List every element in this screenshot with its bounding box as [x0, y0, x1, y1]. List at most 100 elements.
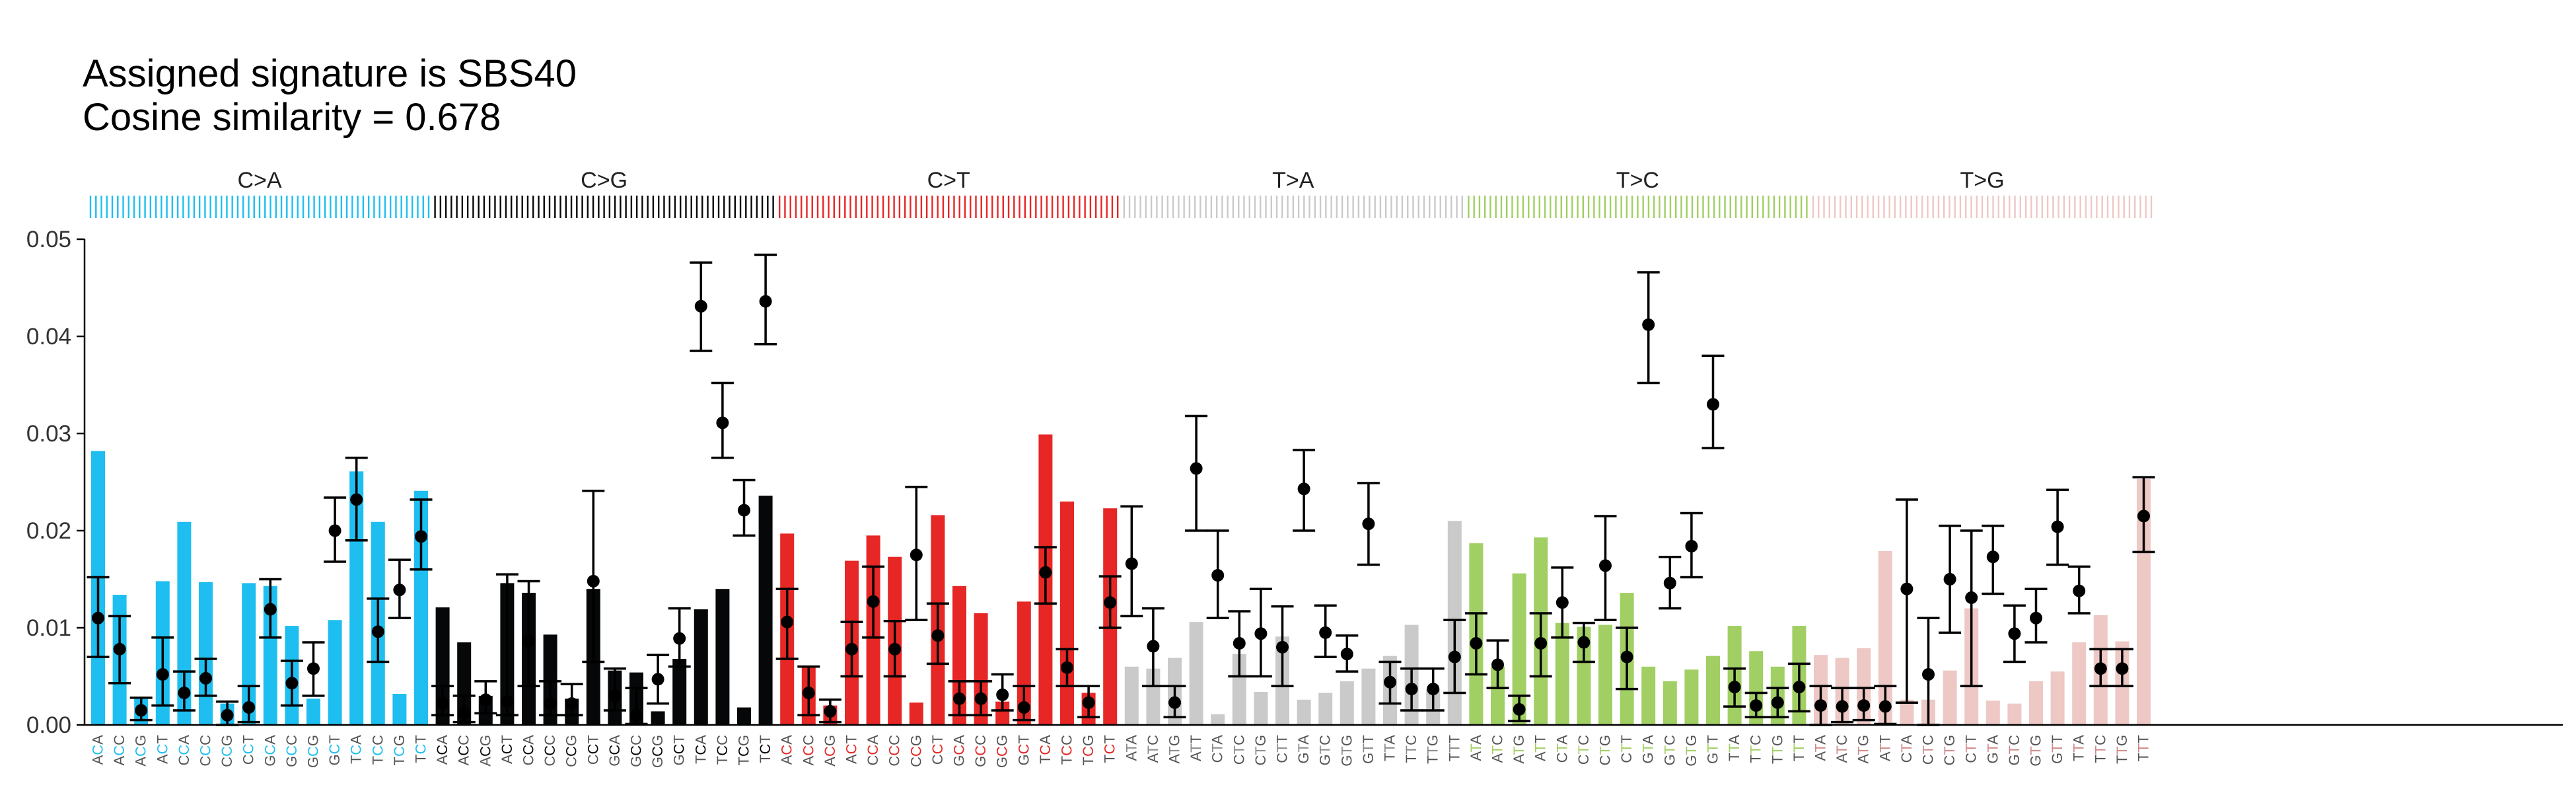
bar — [2072, 642, 2087, 725]
bar — [1878, 550, 1892, 725]
x-tick-label: ATT — [1532, 735, 1549, 761]
x-tick-label: CCG — [908, 735, 924, 767]
x-tick-label: TTT — [1446, 735, 1462, 761]
data-point — [1986, 550, 1999, 564]
data-point — [522, 635, 535, 648]
data-point — [845, 642, 858, 656]
data-point — [759, 295, 772, 308]
bar — [1555, 623, 1569, 725]
data-point — [1147, 640, 1160, 653]
data-point — [1276, 640, 1289, 654]
data-point — [1965, 591, 1978, 604]
data-point — [630, 708, 643, 722]
data-point — [199, 671, 212, 685]
data-point — [1104, 596, 1117, 609]
x-tick-label: CCT — [240, 735, 257, 765]
mutation-type-label: T>G — [1960, 168, 2004, 193]
data-point — [1878, 700, 1892, 713]
data-point — [1125, 557, 1138, 570]
x-tick-label: CCC — [197, 735, 214, 767]
bar — [263, 585, 277, 725]
bar — [306, 699, 320, 725]
x-tick-label: CCA — [865, 735, 881, 766]
x-tick-label: TTA — [1382, 735, 1398, 761]
mutation-type-label: C>G — [581, 168, 627, 193]
data-point — [1470, 637, 1483, 650]
mutation-type-label: T>A — [1272, 168, 1314, 193]
x-tick-label: GCA — [606, 735, 623, 767]
bar — [2050, 671, 2065, 725]
data-point — [1254, 627, 1268, 640]
data-point — [738, 504, 750, 517]
bar — [1491, 666, 1505, 725]
x-tick-label: TCA — [1037, 735, 1054, 764]
data-point — [2116, 662, 2129, 675]
mutation-type-strip — [1123, 196, 1464, 218]
mutation-type-strip — [1812, 196, 2153, 218]
x-tick-label: ACT — [499, 735, 515, 764]
data-point — [2051, 520, 2064, 533]
data-point — [285, 677, 299, 690]
data-point — [1707, 398, 1719, 411]
data-point — [135, 704, 148, 717]
data-point — [824, 704, 837, 718]
bar — [758, 496, 773, 725]
x-tick-label: TCG — [391, 735, 408, 765]
bar — [242, 583, 256, 725]
chart-title-line-2: Cosine similarity = 0.678 — [83, 96, 501, 139]
data-point — [1448, 650, 1461, 663]
x-tick-label: ACG — [133, 735, 149, 767]
data-point — [1663, 576, 1676, 589]
data-point — [1297, 482, 1310, 496]
x-tick-label: ACA — [90, 735, 106, 765]
data-point — [1384, 675, 1396, 689]
bar — [1124, 666, 1139, 725]
bar — [177, 521, 192, 725]
mutation-type-label: C>T — [927, 168, 970, 193]
bar — [1232, 654, 1246, 725]
y-tick-label: 0.03 — [26, 421, 71, 447]
x-tick-label: ATC — [1834, 735, 1850, 763]
x-tick-label: ACG — [822, 735, 838, 767]
x-tick-label: TTC — [1403, 735, 1419, 763]
data-point — [996, 688, 1009, 701]
data-point — [910, 548, 923, 562]
x-tick-label: TTA — [1726, 735, 1742, 761]
x-tick-label: TTG — [1425, 735, 1441, 764]
data-point — [1017, 701, 1030, 714]
x-tick-labels: ACAACCACGACTCCACCCCCGCCTGCAGCCGCGGCTTCAT… — [90, 735, 2152, 768]
x-tick-label: ACC — [456, 735, 472, 766]
data-point — [565, 697, 579, 710]
data-point — [974, 692, 987, 705]
x-tick-label: ATG — [1511, 735, 1527, 764]
bar — [435, 607, 450, 725]
x-tick-label: TTC — [1748, 735, 1764, 763]
data-point — [1728, 681, 1741, 694]
data-point — [802, 686, 815, 699]
data-point — [953, 692, 966, 705]
bar — [328, 620, 342, 725]
bar — [2029, 681, 2043, 725]
x-tick-label: GTT — [2049, 735, 2065, 764]
x-tick-label: GTG — [1338, 735, 1355, 767]
data-point — [1340, 648, 1353, 661]
data-point — [867, 595, 880, 608]
x-tick-label: TCC — [369, 735, 386, 765]
bar — [2007, 703, 2022, 725]
data-point — [544, 697, 557, 710]
data-point — [1556, 596, 1569, 609]
data-point — [1405, 683, 1418, 696]
data-point — [1427, 683, 1440, 696]
bar — [1986, 700, 2000, 725]
bar — [1663, 681, 1677, 725]
x-tick-label: CTC — [1231, 735, 1247, 765]
x-tick-label: CTT — [1618, 735, 1635, 763]
mutation-type-strip — [1468, 196, 1808, 218]
x-tick-label: GTG — [1683, 735, 1699, 767]
data-point — [1750, 699, 1763, 712]
data-point — [393, 584, 406, 597]
data-point — [156, 668, 169, 681]
x-tick-label: CCA — [520, 735, 537, 766]
x-tick-label: GTC — [1317, 735, 1334, 766]
bar — [1512, 573, 1526, 725]
